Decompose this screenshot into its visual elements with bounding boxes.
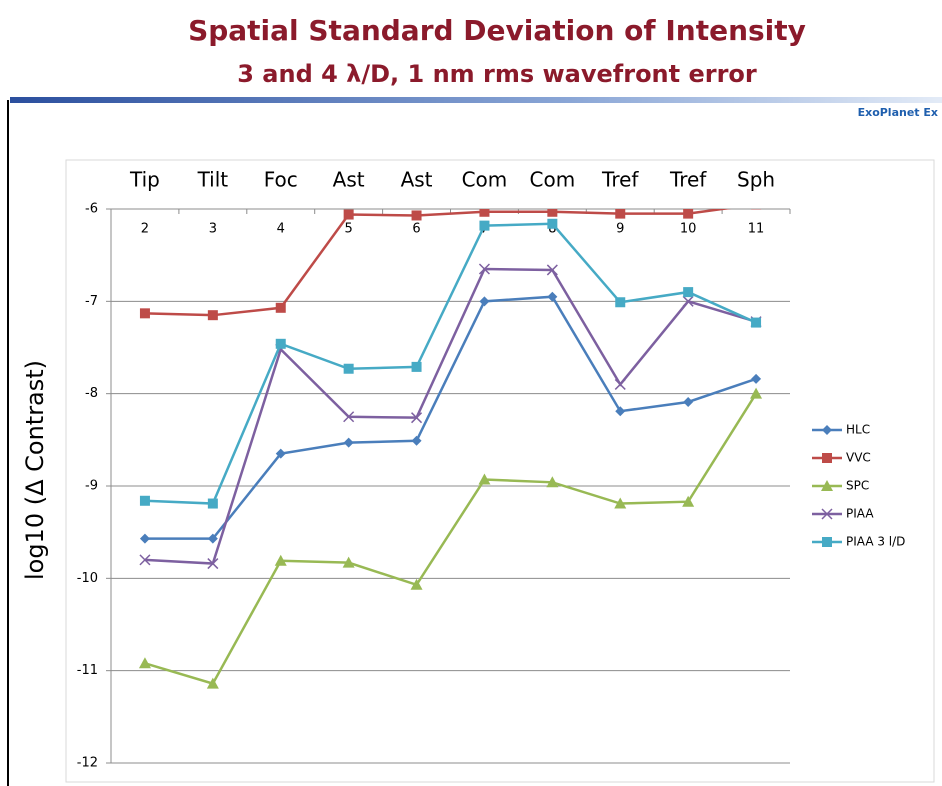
data-point	[207, 558, 219, 570]
data-point	[342, 556, 355, 568]
series-line	[144, 222, 757, 505]
legend-label: VVC	[846, 451, 871, 465]
y-tick-label: -10	[77, 571, 98, 586]
chart-subtitle: 3 and 4 λ/D, 1 nm rms wavefront error	[237, 60, 757, 88]
data-point	[479, 220, 490, 231]
data-point	[207, 533, 218, 544]
data-point	[139, 554, 151, 566]
data-point	[615, 297, 626, 308]
data-point	[547, 218, 558, 229]
series-line	[144, 295, 757, 540]
data-point	[275, 448, 286, 459]
data-point	[343, 209, 354, 220]
legend-label: PIAA	[846, 507, 874, 521]
data-point	[343, 411, 355, 423]
legend-label: HLC	[846, 423, 870, 437]
data-point	[683, 396, 694, 407]
data-point	[207, 498, 218, 509]
x-tick-label: 9	[616, 222, 624, 237]
series-line	[144, 267, 757, 565]
legend-label: PIAA 3 l/D	[846, 535, 905, 549]
data-point	[547, 291, 558, 302]
data-point	[207, 310, 218, 321]
data-point	[139, 308, 150, 319]
aberration-label: Sph	[737, 168, 775, 192]
data-point	[547, 209, 558, 217]
data-point	[750, 387, 763, 399]
data-point	[275, 302, 286, 313]
data-point	[138, 657, 151, 669]
data-point	[343, 363, 354, 374]
data-point	[682, 495, 695, 507]
data-point	[546, 264, 558, 276]
data-point	[343, 437, 354, 448]
data-point	[411, 412, 423, 424]
y-tick-label: -12	[77, 756, 98, 771]
data-point	[274, 554, 287, 566]
data-point	[478, 263, 490, 275]
header-bar	[10, 97, 942, 103]
data-point	[206, 677, 219, 689]
y-tick-label: -8	[85, 386, 98, 401]
data-point	[479, 296, 490, 307]
aberration-label: Ast	[333, 168, 365, 192]
aberration-label: Tip	[129, 168, 160, 192]
legend-marker	[822, 453, 832, 463]
data-point	[751, 317, 762, 328]
legend-marker	[822, 537, 832, 547]
legend-marker	[821, 480, 833, 491]
x-tick-label: 3	[209, 222, 217, 237]
brand: ExoPlanet Ex	[858, 106, 938, 119]
legend-marker	[821, 508, 833, 520]
data-point	[411, 361, 422, 372]
series-line	[144, 393, 758, 686]
y-tick-label: -7	[85, 294, 98, 309]
plot	[138, 209, 763, 689]
y-tick-label: -9	[85, 479, 98, 494]
data-point	[682, 295, 694, 307]
data-point	[751, 209, 762, 210]
legend-marker	[822, 425, 832, 435]
data-point	[615, 406, 626, 417]
data-point	[683, 287, 694, 298]
data-point	[615, 209, 626, 219]
data-point	[478, 473, 491, 485]
data-point	[411, 435, 422, 446]
x-tick-label: 5	[345, 222, 353, 237]
data-point	[139, 533, 150, 544]
y-tick-label: -6	[85, 202, 98, 217]
data-point	[411, 210, 422, 221]
data-point	[479, 209, 490, 217]
x-tick-label: 4	[277, 222, 285, 237]
aberration-label: Tilt	[197, 168, 229, 192]
x-tick-label: 2	[141, 222, 149, 237]
data-point	[683, 209, 694, 219]
series-line	[144, 209, 732, 317]
aberration-label: Foc	[264, 168, 298, 192]
data-point	[614, 497, 627, 509]
aberration-label: Com	[462, 168, 508, 192]
x-tick-label: 6	[412, 222, 420, 237]
aberration-label: Ast	[401, 168, 433, 192]
chart-title: Spatial Standard Deviation of Intensity	[188, 14, 806, 47]
data-point	[751, 373, 762, 384]
y-axis-label: log10 (Δ Contrast)	[21, 360, 49, 580]
x-tick-label: 11	[748, 222, 765, 237]
y-tick-label: -11	[77, 663, 98, 678]
data-point	[139, 495, 150, 506]
x-tick-label: 10	[680, 222, 697, 237]
chart-border	[65, 159, 935, 783]
legend-label: SPC	[846, 479, 869, 493]
aberration-label: Tref	[601, 168, 639, 192]
data-point	[614, 378, 626, 390]
x-tick-label: 8	[548, 222, 556, 237]
aberration-label: Com	[530, 168, 576, 192]
data-point	[410, 578, 423, 590]
data-point	[546, 476, 559, 488]
data-point	[275, 338, 286, 349]
aberration-label: Tref	[669, 168, 707, 192]
